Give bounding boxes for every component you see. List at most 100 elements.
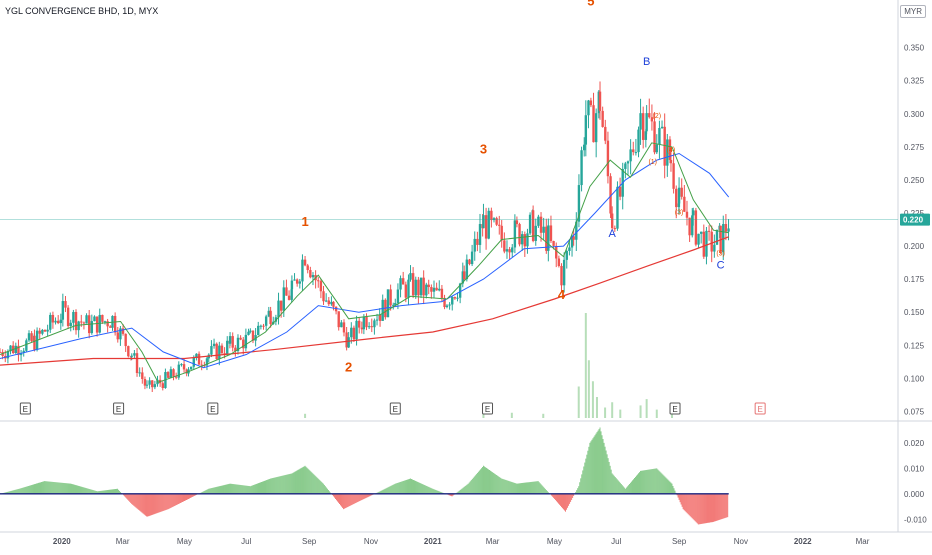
candle-body: [306, 265, 309, 271]
wave-label: 5: [587, 0, 594, 8]
candle-body: [350, 327, 353, 338]
candle-body: [692, 210, 695, 216]
volume-bar: [304, 413, 307, 418]
ma-slow-line: [0, 236, 729, 366]
volume-bar: [577, 386, 580, 418]
earnings-marker: [19, 402, 31, 415]
candle-body: [43, 329, 47, 332]
candle-body: [172, 369, 175, 377]
currency-badge[interactable]: MYR: [900, 5, 926, 18]
candle-body: [33, 335, 36, 350]
x-tick-label: Jul: [241, 537, 251, 546]
candle-body: [710, 231, 713, 252]
candle-body: [303, 259, 307, 266]
candle-body: [166, 372, 170, 376]
candle-body: [231, 336, 234, 348]
candle-body: [490, 210, 493, 221]
candle-body: [727, 228, 730, 232]
candle-body: [461, 271, 464, 284]
candle-body: [632, 149, 635, 153]
candle-body: [61, 301, 65, 320]
candle-body: [195, 353, 198, 359]
candle-body: [584, 115, 588, 145]
candle-body: [287, 295, 291, 300]
candle-body: [106, 321, 109, 327]
candle-body: [688, 217, 691, 236]
candle-body: [508, 249, 511, 253]
candle-body: [30, 333, 33, 342]
volume-bar: [619, 409, 622, 418]
earnings-marker: [669, 402, 681, 415]
candle-body: [526, 233, 529, 247]
candle-body: [639, 113, 642, 130]
candle-body: [713, 244, 716, 252]
candle-body: [547, 225, 550, 251]
candle-body: [606, 140, 610, 177]
candle-body: [610, 213, 614, 229]
candle-body: [396, 289, 400, 304]
candle-body: [542, 226, 545, 233]
candle-body: [451, 297, 454, 305]
candle-body: [49, 314, 52, 330]
candle-body: [435, 287, 438, 291]
x-tick-label: 2022: [794, 537, 812, 546]
candle-body: [430, 287, 433, 292]
candle-body: [528, 214, 532, 234]
x-tick-label: Nov: [734, 537, 748, 546]
candle-body: [38, 330, 41, 334]
x-tick-label: Mar: [856, 537, 870, 546]
x-tick-label: Sep: [302, 537, 317, 546]
wave-label: (2): [652, 113, 661, 120]
y-tick-label: 0.300: [904, 110, 925, 119]
candle-body: [290, 280, 294, 290]
candle-body: [577, 185, 581, 222]
candle-body: [205, 358, 209, 366]
candle-body: [389, 289, 392, 306]
candle-body: [151, 380, 154, 388]
candle-body: [279, 300, 283, 311]
candle-body: [309, 270, 312, 278]
x-tick-label: May: [547, 537, 562, 546]
candle-body: [66, 307, 70, 327]
candle-body: [531, 210, 535, 241]
candle-body: [523, 234, 527, 247]
volume-bar: [595, 397, 598, 418]
earnings-label: E: [393, 405, 398, 414]
candle-body: [644, 131, 648, 140]
candle-body: [185, 369, 188, 374]
wave-label: (4): [667, 147, 676, 154]
candle-body: [93, 316, 96, 322]
candle-body: [85, 315, 88, 324]
candle-body: [458, 283, 462, 298]
osc-tick-label: 0.010: [904, 464, 925, 473]
candle-body: [355, 320, 358, 340]
candle-body: [634, 152, 638, 154]
candle-body: [572, 236, 575, 240]
candle-body: [269, 310, 272, 325]
volume-bar: [587, 360, 590, 418]
candle-body: [59, 319, 63, 324]
candle-body: [537, 216, 540, 226]
candle-body: [46, 329, 49, 332]
wave-label: (1): [648, 159, 657, 166]
candle-body: [685, 211, 689, 218]
candle-body: [54, 320, 57, 323]
candle-body: [360, 327, 364, 330]
candle-body: [161, 383, 164, 389]
candle-body: [0, 351, 2, 353]
candle-body: [699, 231, 703, 234]
candle-body: [587, 100, 590, 116]
candle-body: [568, 247, 571, 251]
candle-body: [557, 258, 561, 266]
osc-tick-label: 0.020: [904, 439, 925, 448]
candle-body: [422, 277, 425, 296]
volume-bar: [670, 411, 673, 418]
candle-body: [317, 280, 320, 282]
candle-body: [249, 330, 252, 332]
earnings-label: E: [210, 405, 215, 414]
candle-body: [715, 229, 719, 245]
candle-body: [539, 216, 543, 233]
volume-bar: [591, 381, 594, 418]
candle-body: [404, 284, 408, 298]
